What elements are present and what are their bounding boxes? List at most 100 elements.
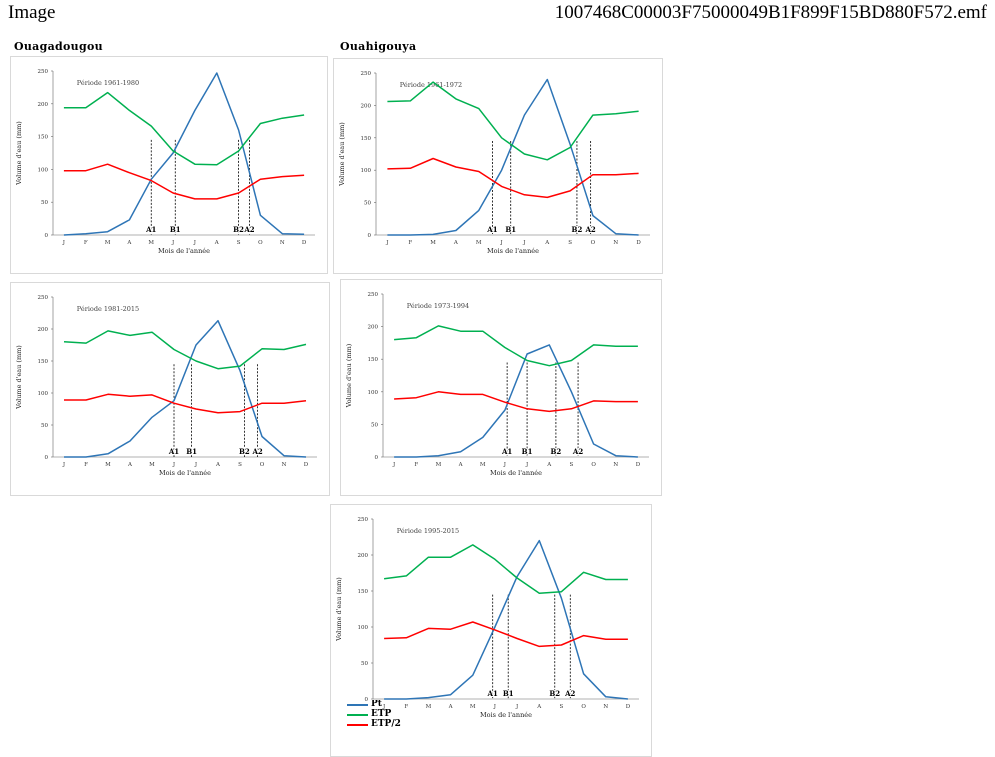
- chart-svg: 0 50 100 150 200 250 J F M A M J J A S O N D Mois de l'ann…: [338, 71, 650, 255]
- marker-label-b1: B1: [170, 225, 181, 234]
- x-tick-label: A: [453, 240, 459, 246]
- legend-label-etp2: ETP/2: [371, 719, 401, 729]
- x-tick-label: J: [171, 240, 174, 246]
- series-line-pt: [387, 78, 639, 236]
- marker-label-b1: B1: [505, 225, 516, 234]
- y-tick-label: 250: [358, 517, 369, 523]
- y-tick-label: 50: [361, 661, 368, 667]
- marker-label-b1: B1: [503, 689, 514, 698]
- marker-label-b2: B2: [233, 225, 244, 234]
- x-tick-label: D: [636, 240, 641, 246]
- x-tick-label: J: [522, 240, 525, 246]
- y-tick-label: 150: [361, 136, 372, 142]
- x-tick-label: M: [430, 240, 436, 246]
- x-tick-label: J: [503, 462, 506, 468]
- x-tick-label: J: [499, 240, 502, 246]
- x-tick-label: A: [536, 704, 542, 710]
- series-line-pt: [63, 72, 305, 236]
- chart-title: Période 1961-1972: [400, 81, 462, 89]
- y-tick-label: 50: [41, 200, 48, 206]
- x-tick-label: M: [426, 704, 432, 710]
- x-tick-label: M: [105, 240, 111, 246]
- series-line-etp2: [384, 621, 628, 648]
- y-axis-title: Volume d'eau (mm): [338, 122, 346, 187]
- y-tick-label: 100: [38, 167, 49, 173]
- y-axis-title: Volume d'eau (mm): [15, 345, 23, 410]
- x-tick-label: A: [546, 462, 552, 468]
- x-tick-label: O: [258, 240, 263, 246]
- y-tick-label: 200: [368, 325, 379, 331]
- x-tick-label: J: [493, 704, 496, 710]
- x-tick-label: J: [382, 704, 385, 710]
- image-label: Image: [8, 2, 56, 23]
- legend-label-pt: Pt: [371, 700, 382, 709]
- y-tick-label: 50: [41, 423, 48, 429]
- marker-label-a2: A2: [251, 447, 262, 456]
- series-line-etp: [384, 544, 628, 594]
- x-tick-label: S: [570, 462, 574, 468]
- series-line-pt: [384, 539, 628, 700]
- legend-swatch-etp2: [347, 724, 368, 726]
- x-tick-label: N: [282, 462, 287, 468]
- series-line-etp: [63, 91, 305, 166]
- marker-label-a2: A2: [584, 225, 595, 234]
- x-tick-label: A: [458, 462, 464, 468]
- legend-swatch-pt: [347, 704, 368, 706]
- marker-label-b1: B1: [186, 447, 197, 456]
- x-tick-label: J: [194, 462, 197, 468]
- x-tick-label: J: [172, 462, 175, 468]
- y-tick-label: 0: [375, 455, 379, 461]
- series-line-etp2: [63, 163, 305, 200]
- y-tick-label: 250: [361, 71, 372, 77]
- y-tick-label: 50: [371, 422, 378, 428]
- x-tick-label: N: [613, 240, 618, 246]
- x-tick-label: F: [408, 240, 412, 246]
- chart-title: Période 1995-2015: [397, 527, 459, 535]
- chart-title: Période 1973-1994: [407, 302, 469, 310]
- x-tick-label: M: [436, 462, 442, 468]
- series-line-pt: [64, 319, 307, 458]
- chart-svg: 0 50 100 150 200 250 J F M A M J J A S O N D Mois de l'ann…: [15, 69, 315, 255]
- y-tick-label: 250: [38, 295, 49, 301]
- chart-legend: Pt ETP ETP/2: [347, 700, 427, 757]
- legend-label-etp: ETP: [371, 709, 392, 719]
- x-axis-title: Mois de l'année: [487, 247, 539, 255]
- x-tick-label: F: [84, 240, 88, 246]
- x-axis-title: Mois de l'année: [490, 469, 542, 477]
- chart-svg: 0 50 100 150 200 250 J F M A M J J A S O N D Mois de l'ann…: [345, 292, 649, 477]
- chart-panel-1995-2015: 0 50 100 150 200 250 J F M A M J J A S O N D Mois de l'ann…: [330, 504, 652, 757]
- series-line-etp: [387, 81, 639, 161]
- x-tick-label: J: [385, 240, 388, 246]
- x-tick-label: F: [84, 462, 88, 468]
- x-tick-label: A: [214, 240, 220, 246]
- chart-title: Période 1981-2015: [77, 305, 139, 313]
- y-axis-title: Volume d'eau (mm): [15, 121, 23, 186]
- y-tick-label: 200: [38, 102, 49, 108]
- marker-label-b2: B2: [549, 689, 560, 698]
- series-line-etp2: [64, 393, 307, 414]
- x-axis-title: Mois de l'année: [158, 247, 210, 255]
- x-tick-label: A: [448, 704, 454, 710]
- y-tick-label: 100: [38, 391, 49, 397]
- series-line-etp2: [394, 391, 638, 413]
- x-tick-label: A: [544, 240, 550, 246]
- y-tick-label: 150: [358, 589, 369, 595]
- x-axis-title: Mois de l'année: [480, 711, 532, 719]
- series-line-etp: [63, 330, 307, 370]
- legend-item-etp2: ETP/2: [347, 719, 427, 730]
- x-tick-label: O: [260, 462, 265, 468]
- y-tick-label: 200: [358, 553, 369, 559]
- series-line-etp: [394, 325, 638, 367]
- x-tick-label: O: [591, 462, 596, 468]
- y-tick-label: 150: [38, 135, 49, 141]
- x-tick-label: F: [404, 704, 408, 710]
- y-tick-label: 0: [45, 455, 49, 461]
- x-tick-label: S: [568, 240, 572, 246]
- y-tick-label: 200: [38, 327, 49, 333]
- marker-label-a2: A2: [564, 689, 575, 698]
- marker-label-a1: A1: [501, 447, 512, 456]
- y-tick-label: 100: [368, 390, 379, 396]
- x-tick-label: A: [215, 462, 221, 468]
- marker-label-b2: B2: [551, 447, 562, 456]
- y-tick-label: 250: [368, 292, 379, 298]
